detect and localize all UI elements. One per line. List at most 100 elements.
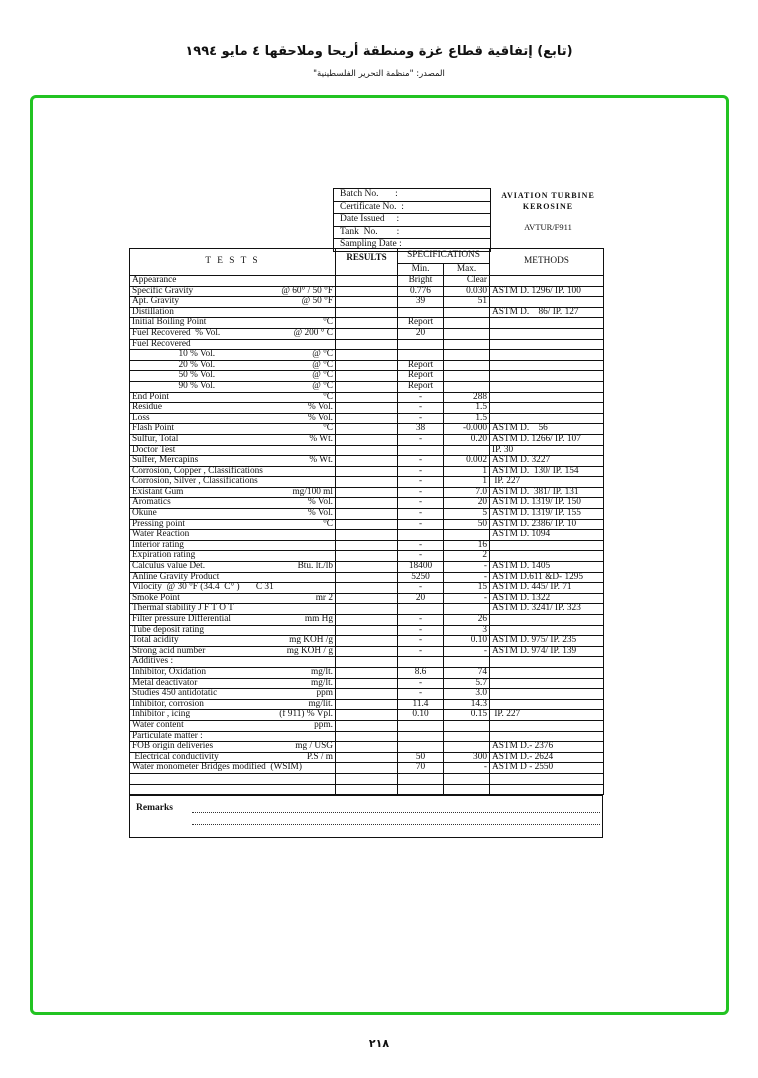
min-cell [397, 306, 444, 319]
min-cell: - [397, 688, 444, 700]
table-row: Aromatics % Vol. -20 ASTM D. 1319/ IP. 150 [129, 497, 604, 510]
table-row: Anline Gravity Product 5250- ASTM D.611 &D… [129, 571, 604, 584]
max-cell [443, 349, 490, 361]
test-name: Corrosion, Silver , Classifications [132, 476, 258, 487]
table-row: Initial Boiling Point °C Report [129, 317, 604, 329]
test-cell: Inhibitor, corrosion mg/lit. [129, 698, 336, 711]
result-cell [335, 380, 398, 393]
method-cell: IP. 227 [489, 476, 604, 488]
method-cell [489, 783, 604, 796]
table-row: Loss % Vol. -1.5 [129, 412, 604, 425]
result-cell [335, 275, 398, 287]
table-row: Water monometer Bridges modified (WSIM) 7… [129, 762, 604, 774]
max-cell [443, 783, 490, 796]
certificate-no-field: Certificate No. : [334, 202, 490, 214]
max-cell: 0.002 [443, 455, 490, 467]
table-row: Strong acid number mg KOH / g - - ASTM D. 97… [129, 645, 604, 658]
test-cell: Pressing point °C [129, 518, 336, 531]
test-name: Particulate matter : [132, 731, 203, 741]
test-cell: 10 % Vol. @ °C [129, 349, 336, 361]
min-cell [397, 741, 444, 753]
min-cell: - [397, 508, 444, 520]
test-unit: ppm [316, 688, 333, 699]
min-cell: - [397, 433, 444, 446]
method-cell [489, 772, 604, 785]
min-cell: - [397, 465, 444, 478]
min-cell [397, 730, 444, 743]
batch-no-field: Batch No. : [334, 189, 490, 202]
method-cell [489, 327, 604, 340]
max-cell: 0.15 [443, 709, 490, 721]
test-cell: FOB origin deliveries mg / USG [129, 741, 336, 753]
date-issued-field: Date Issued : [334, 214, 490, 227]
test-name: Inhibitor, corrosion [132, 699, 204, 709]
method-cell: ASTM D. 381/ IP. 131 [489, 486, 604, 499]
result-cell [335, 561, 398, 573]
test-cell: Smoke Point mr 2 [129, 592, 336, 605]
result-cell [335, 518, 398, 531]
page-number: ٢١٨ [368, 1037, 390, 1050]
table-row: Inhibitor , icing (f 911) % Vpl. 0.10 0.15 … [129, 709, 604, 721]
table-row: Metal deactivator mg/lt. -5.7 [129, 677, 604, 690]
result-cell [335, 751, 398, 764]
result-cell [335, 571, 398, 584]
header-tests: T E S T S [129, 248, 336, 276]
product-name-line1: AVIATION TURBINE [501, 191, 595, 200]
min-cell: - [397, 550, 444, 563]
min-cell: - [397, 645, 444, 658]
max-cell: 15 [443, 582, 490, 594]
test-cell: Doctor Test [129, 444, 336, 457]
test-cell [129, 772, 336, 785]
test-unit: % Wt. [309, 455, 333, 466]
max-cell [443, 529, 490, 541]
test-name: Interior rating [132, 540, 184, 550]
method-cell: ASTM D - 2550 [489, 762, 604, 774]
test-name: Inhibitor , icing [132, 709, 191, 720]
result-cell [335, 402, 398, 414]
min-cell: 5250 [397, 571, 444, 584]
method-cell: ASTM D. 975/ IP. 235 [489, 635, 604, 647]
test-name: Corrosion, Copper , Classifications [132, 466, 263, 476]
test-unit: % Vol. [308, 402, 333, 413]
test-name: Existant Gum [132, 487, 184, 497]
test-name: Total acidity [132, 635, 179, 646]
test-unit: % Vol. [308, 413, 333, 423]
min-cell [397, 656, 444, 668]
test-cell: 50 % Vol. @ °C [129, 370, 336, 382]
test-name: Apt. Gravity [132, 296, 179, 307]
table-row: Fuel Recovered [129, 338, 604, 351]
method-cell [489, 317, 604, 329]
min-cell: 39 [397, 296, 444, 308]
test-name: Pressing point [132, 519, 185, 529]
result-cell [335, 783, 398, 796]
test-cell: Filter pressure Differential mm Hg [129, 614, 336, 626]
max-cell: 74 [443, 666, 490, 679]
result-cell [335, 772, 398, 785]
header-max: Max. [443, 262, 490, 277]
test-unit: mg / USG [295, 741, 333, 752]
test-unit: % Vol. [308, 508, 333, 519]
min-cell [397, 349, 444, 361]
max-cell: 51 [443, 296, 490, 308]
max-cell: - [443, 645, 490, 658]
table-row: Sulfer, Mercapins % Wt. -0.002 ASTM D. 3227 [129, 455, 604, 467]
method-cell: IP. 227 [489, 709, 604, 721]
min-cell: - [397, 614, 444, 626]
table-row [129, 772, 604, 785]
table-row: 10 % Vol. @ °C [129, 349, 604, 361]
test-unit: mg/lt. [311, 667, 333, 677]
test-name: Tube deposit rating [132, 625, 204, 635]
test-name: Strong acid number [132, 646, 206, 656]
test-name: Inhibitor, Oxidation [132, 667, 206, 677]
min-cell: 70 [397, 762, 444, 774]
result-cell [335, 476, 398, 488]
result-cell [335, 719, 398, 732]
test-name: End Point [132, 392, 169, 402]
test-cell: Water content ppm. [129, 719, 336, 732]
result-cell [335, 306, 398, 319]
remarks-line [192, 824, 600, 825]
max-cell: 1.5 [443, 412, 490, 425]
method-cell [489, 539, 604, 552]
max-cell: - [443, 762, 490, 774]
method-cell: ASTM D. 130/ IP. 154 [489, 465, 604, 478]
